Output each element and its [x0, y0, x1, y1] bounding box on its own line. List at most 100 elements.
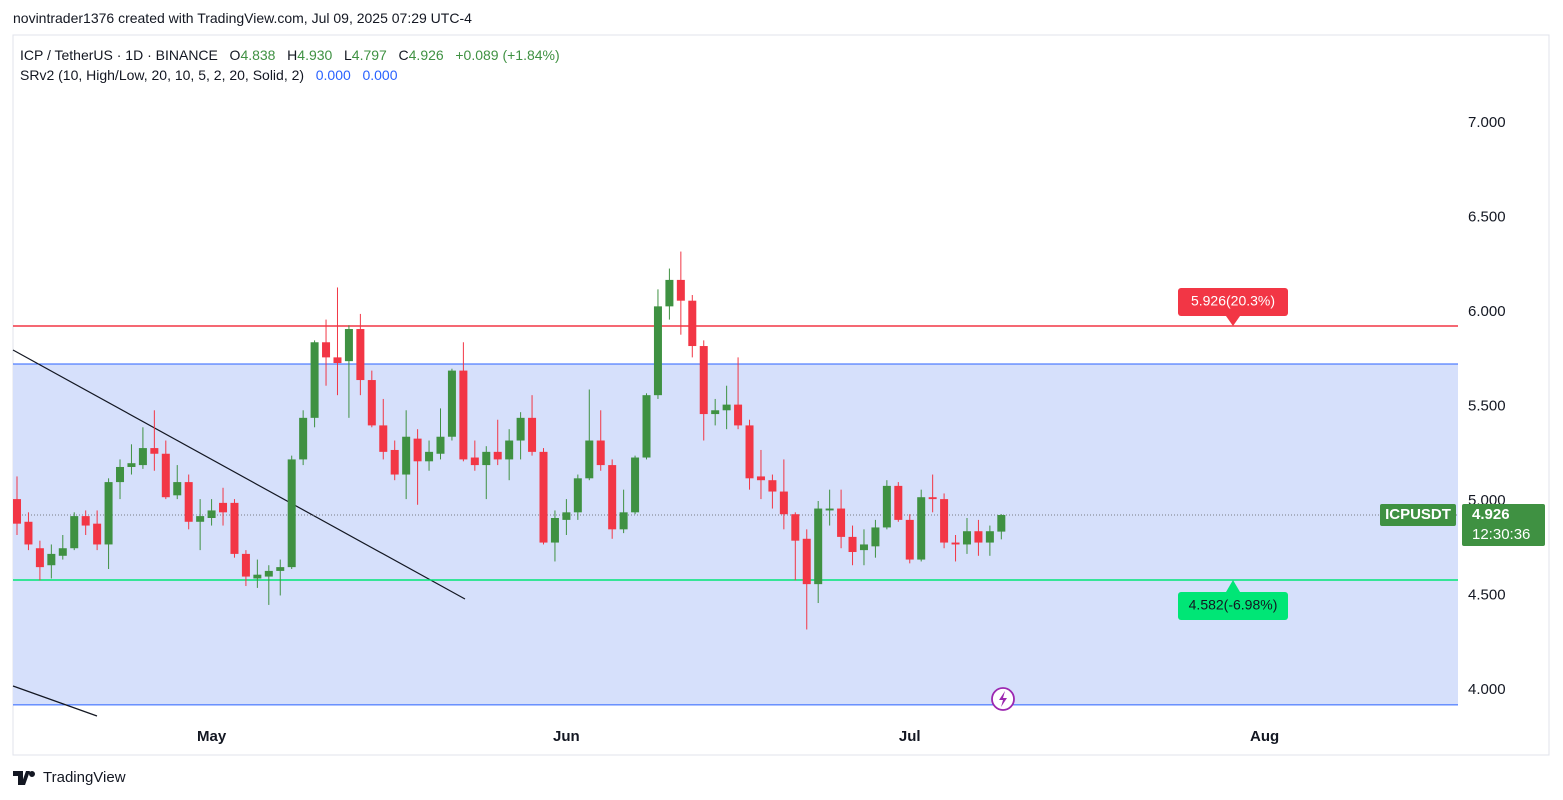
footer-text: TradingView [43, 769, 126, 786]
candle-body [837, 508, 846, 537]
level-label-box [1178, 288, 1288, 317]
candle-body [482, 451, 491, 466]
candle-body [699, 346, 708, 415]
candle-body [436, 436, 445, 454]
candle-body [24, 521, 33, 545]
legend-row: ICP / TetherUS · 1D · BINANCE O4.838 H4.… [20, 45, 560, 65]
y-tick-label: 6.500 [1468, 209, 1506, 226]
candle-body [344, 329, 353, 362]
candle-body [917, 497, 926, 560]
candle-body [779, 491, 788, 515]
y-tick-label: 7.000 [1468, 114, 1506, 131]
candle-body [184, 482, 193, 522]
ohlc-label: C [398, 47, 409, 63]
candle-body [138, 448, 147, 466]
legend: ICP / TetherUS · 1D · BINANCE O4.838 H4.… [20, 45, 560, 85]
logo-mark [13, 770, 35, 785]
candle-body [539, 451, 548, 543]
drawings [12, 349, 466, 717]
candle-body [299, 417, 308, 460]
candle-body [722, 404, 731, 411]
candle-body [516, 417, 525, 441]
candle-body [322, 342, 331, 358]
x-tick-label: Jun [553, 728, 580, 745]
y-tick-label: 5.500 [1468, 397, 1506, 414]
indicator-value: 0.000 [362, 67, 398, 83]
candle-body [802, 538, 811, 585]
alert-icon [991, 687, 1015, 711]
level-label-pointer [1226, 316, 1240, 327]
candle-body [447, 370, 456, 437]
candle-body [470, 457, 479, 466]
candle-body [882, 485, 891, 528]
candle-body [413, 438, 422, 462]
candle-body [573, 478, 582, 513]
symbol-label-box [1380, 503, 1456, 526]
candle-body [962, 531, 971, 545]
level-label-box [1178, 591, 1288, 620]
candle-body [196, 516, 205, 522]
candle-body [93, 523, 102, 545]
ohlc-label: H [287, 47, 298, 63]
candle-body [688, 300, 697, 347]
candle-body [985, 531, 994, 543]
price-label-box [1462, 503, 1545, 546]
price-label: 4.926 [1472, 506, 1510, 523]
symbol-label: ICPUSDT [1385, 506, 1451, 523]
candle-body [116, 466, 125, 483]
candle-body [230, 502, 239, 554]
candle-body [871, 527, 880, 547]
level-label: 4.582(-6.98%) [1189, 597, 1278, 613]
candle-body [528, 417, 537, 452]
candle-body [104, 482, 113, 545]
candle-body [379, 425, 388, 452]
candle-body [333, 357, 342, 364]
candle-body [928, 497, 937, 500]
symbol: ICP / TetherUS · 1D · BINANCE [20, 47, 218, 63]
candle-body [35, 548, 44, 568]
logo [13, 770, 35, 785]
candle-body [505, 440, 514, 460]
candle-body [653, 306, 662, 396]
candle-body [825, 508, 834, 511]
candle-body [894, 485, 903, 520]
ohlc-value: 4.930 [297, 47, 333, 63]
candle-body [974, 531, 983, 543]
candle-body [81, 516, 90, 526]
change: +0.089 (+1.84%) [455, 47, 560, 63]
candle-body [253, 574, 262, 579]
ohlc-label: O [229, 47, 241, 63]
indicator-row: SRv2 (10, High/Low, 20, 10, 5, 2, 20, So… [20, 65, 560, 85]
candle-body [127, 463, 136, 467]
indicator-value: 0.000 [315, 67, 351, 83]
candle-body [150, 448, 159, 454]
y-tick-label: 6.000 [1468, 303, 1506, 320]
candle-body [390, 449, 399, 475]
candle-body [734, 404, 743, 426]
candle-body [173, 482, 182, 496]
footer: TradingView [13, 769, 126, 786]
candle-body [356, 329, 365, 381]
candle-body [493, 451, 502, 460]
candle-body [459, 370, 468, 460]
candle-body [951, 542, 960, 545]
candle-body [207, 510, 216, 518]
candle-body [711, 410, 720, 415]
candle-body [402, 436, 411, 475]
x-tick-label: May [197, 728, 227, 745]
ohlc-label: L [344, 47, 352, 63]
ohlc-value: 4.838 [240, 47, 276, 63]
candle-body [562, 512, 571, 520]
candle-body [425, 451, 434, 462]
candle-body [58, 548, 67, 556]
candle-body [310, 342, 319, 418]
candle-body [791, 514, 800, 541]
candle-body [665, 279, 674, 307]
ohlc-value: 4.926 [408, 47, 444, 63]
candle-body [219, 502, 228, 513]
trend-line [12, 685, 98, 717]
candle-body [550, 517, 559, 543]
candle-body [997, 514, 1006, 532]
